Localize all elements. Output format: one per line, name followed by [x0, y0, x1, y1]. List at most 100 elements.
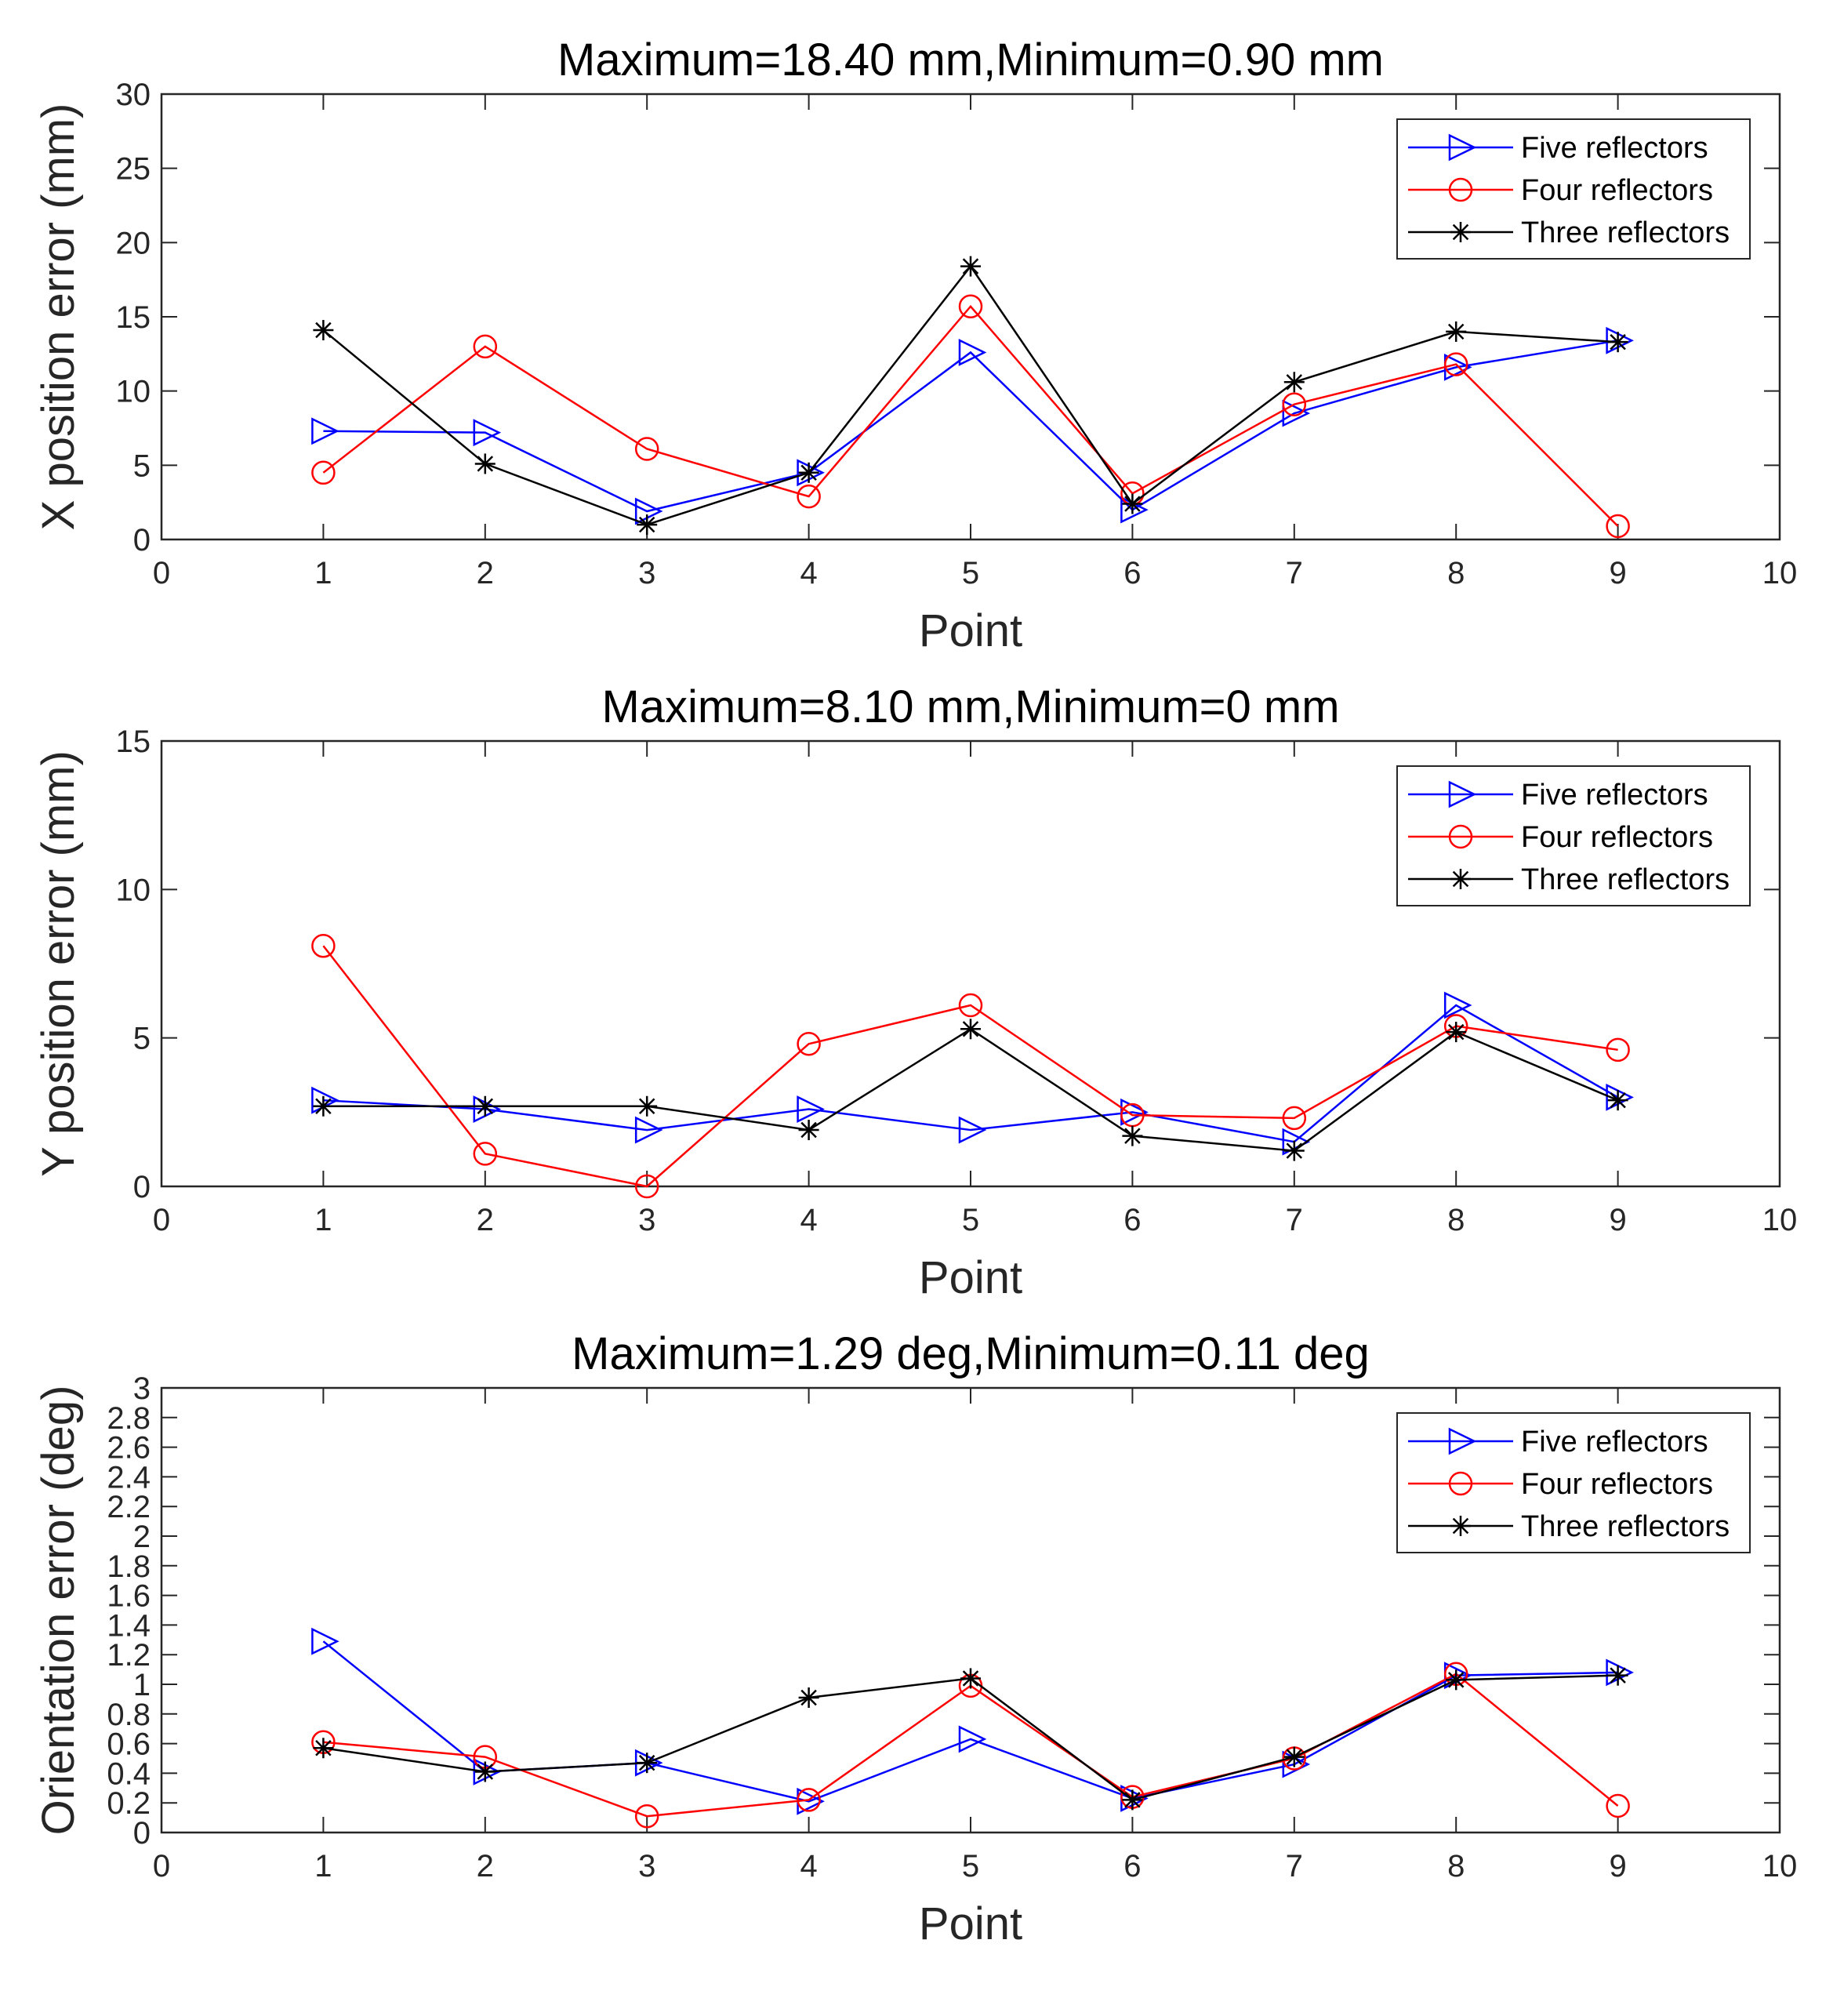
- y-tick-label: 1.6: [107, 1579, 151, 1614]
- series-three-reflectors: [313, 256, 1628, 536]
- legend-item: Five reflectors: [1408, 779, 1708, 812]
- y-tick-label: 0.2: [107, 1786, 151, 1821]
- x-tick-label: 1: [314, 556, 332, 590]
- star-stroke: [477, 1764, 494, 1780]
- legend-marker: [1450, 222, 1471, 242]
- star-stroke: [962, 1021, 979, 1037]
- chart-title: Maximum=18.40 mm,Minimum=0.90 mm: [557, 35, 1384, 85]
- legend-item: Five reflectors: [1408, 1426, 1708, 1458]
- series-five-reflectors: [311, 991, 1634, 1156]
- series-three-reflectors: [313, 1019, 1628, 1161]
- x-tick-label: 4: [800, 556, 817, 590]
- series-line: [323, 1004, 1619, 1143]
- legend-item: Three reflectors: [1408, 863, 1730, 896]
- data-point: [474, 453, 495, 474]
- y-tick-label: 0: [133, 523, 151, 558]
- y-axis-label: Y position error (mm): [33, 750, 84, 1177]
- y-tick-label: 15: [116, 300, 151, 335]
- legend-item: Four reflectors: [1408, 821, 1713, 854]
- y-tick-label: 25: [116, 152, 151, 187]
- data-point: [1283, 1140, 1305, 1161]
- data-point: [798, 462, 819, 483]
- y-tick-label: 10: [116, 375, 151, 409]
- data-point: [958, 294, 983, 318]
- data-point: [1606, 1793, 1630, 1818]
- x-tick-label: 6: [1123, 1849, 1141, 1883]
- data-point: [797, 1788, 821, 1812]
- axes-box: [160, 1386, 1781, 1834]
- data-point: [634, 497, 663, 525]
- x-tick-label: 9: [1609, 1849, 1626, 1883]
- x-tick-label: 0: [153, 556, 170, 590]
- legend-item: Four reflectors: [1408, 1468, 1713, 1501]
- data-point: [797, 1095, 825, 1123]
- data-point: [1606, 514, 1630, 539]
- data-point: [798, 1687, 819, 1709]
- x-tick-label: 3: [638, 1203, 655, 1237]
- legend: Five reflectors Four reflectors Three refl…: [1396, 1412, 1751, 1553]
- data-point: [1606, 1037, 1630, 1062]
- y-tick-label: 1: [133, 1668, 151, 1702]
- data-point: [1607, 1665, 1628, 1686]
- star-stroke: [1447, 1672, 1465, 1688]
- x-tick-label: 7: [1286, 1203, 1303, 1237]
- y-tick-label: 0: [133, 1170, 151, 1204]
- star-stroke: [1452, 223, 1469, 241]
- data-point: [960, 256, 981, 277]
- data-point: [473, 419, 502, 447]
- x-tick-label: 10: [1762, 556, 1798, 590]
- x-tick-label: 4: [800, 1849, 817, 1883]
- x-tick-label: 8: [1447, 1203, 1465, 1237]
- star-stroke: [962, 258, 979, 274]
- x-tick-label: 5: [962, 1203, 979, 1237]
- legend-item: Four reflectors: [1408, 174, 1713, 207]
- legend-label: Three reflectors: [1521, 1510, 1730, 1543]
- legend-label: Four reflectors: [1521, 174, 1713, 207]
- data-point: [1446, 1022, 1467, 1043]
- y-axis-label: X position error (mm): [33, 104, 84, 531]
- legend: Five reflectors Four reflectors Three refl…: [1396, 118, 1751, 260]
- y-tick-label: 1.2: [107, 1638, 151, 1673]
- axes-box: [160, 739, 1781, 1188]
- star-stroke: [1286, 374, 1303, 390]
- data-point: [1446, 321, 1467, 342]
- star-stroke: [315, 1740, 332, 1756]
- legend-label: Five reflectors: [1521, 1426, 1708, 1458]
- data-point: [637, 514, 658, 536]
- star-stroke: [638, 1098, 655, 1115]
- data-point: [1283, 372, 1305, 393]
- y-tick-label: 0: [133, 1816, 151, 1851]
- series-four-reflectors: [311, 934, 1630, 1199]
- series-three-reflectors: [313, 1665, 1628, 1811]
- y-tick-label: 2.8: [107, 1401, 151, 1436]
- star-stroke: [477, 456, 494, 472]
- legend-item: Five reflectors: [1408, 132, 1708, 165]
- x-axis-label: Point: [919, 605, 1022, 656]
- legend-label: Three reflectors: [1521, 216, 1730, 249]
- legend-item: Three reflectors: [1408, 1510, 1730, 1543]
- x-tick-label: 3: [638, 556, 655, 590]
- y-tick-label: 1.8: [107, 1549, 151, 1584]
- x-tick-label: 2: [477, 1849, 494, 1883]
- y-tick-label: 2.4: [107, 1460, 151, 1495]
- axes-box: [160, 93, 1781, 541]
- data-point: [958, 1116, 987, 1144]
- data-point: [1122, 1125, 1143, 1146]
- data-point: [311, 460, 336, 485]
- data-point: [634, 1174, 659, 1199]
- x-tick-label: 8: [1447, 556, 1465, 590]
- legend-label: Four reflectors: [1521, 1468, 1713, 1501]
- chart-title: Maximum=8.10 mm,Minimum=0 mm: [601, 681, 1339, 732]
- data-point: [1122, 493, 1143, 514]
- x-axis-label: Point: [919, 1252, 1022, 1303]
- data-point: [311, 1627, 339, 1655]
- star-stroke: [638, 516, 655, 533]
- data-point: [1282, 392, 1307, 416]
- x-tick-label: 5: [962, 1849, 979, 1883]
- y-tick-label: 15: [116, 725, 151, 759]
- star-stroke: [962, 1670, 979, 1687]
- x-tick-label: 7: [1286, 556, 1303, 590]
- data-point: [797, 459, 825, 487]
- data-point: [637, 1095, 658, 1117]
- legend-marker: [1448, 133, 1477, 162]
